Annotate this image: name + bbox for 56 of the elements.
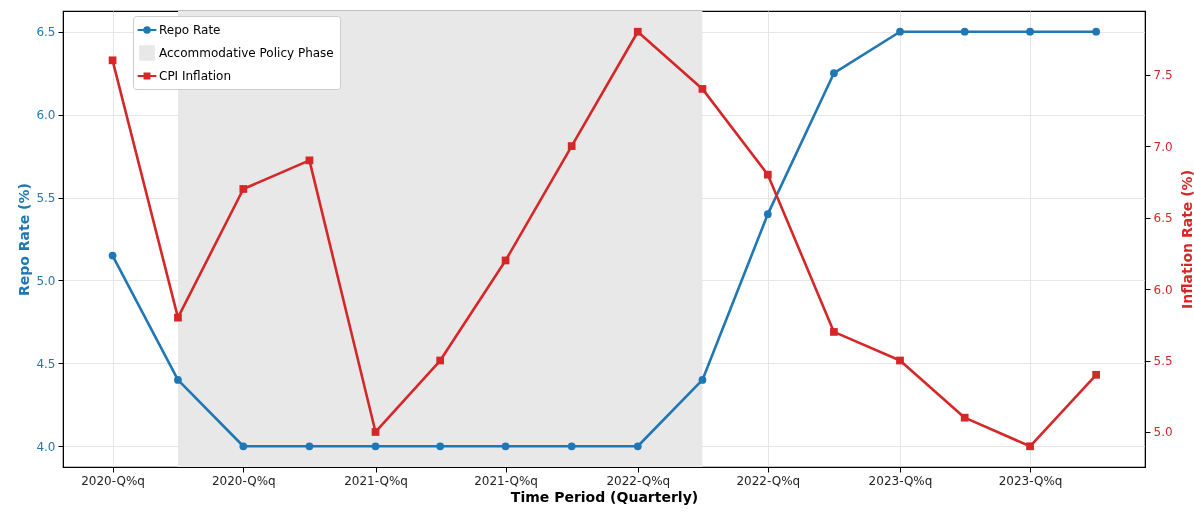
- x-tick-label: 2022-Q%q: [736, 473, 801, 488]
- x-tick-label: 2023-Q%q: [998, 473, 1063, 488]
- point: [896, 356, 904, 365]
- y2-tick-label: 7.5: [1153, 68, 1173, 83]
- point: [174, 313, 182, 322]
- point: [108, 56, 117, 65]
- point: [108, 251, 117, 260]
- point: [1026, 27, 1034, 36]
- y2-tick-label: 5.0: [1153, 425, 1173, 440]
- point: [830, 69, 838, 78]
- y2-tick-label: 7.0: [1153, 139, 1173, 154]
- point: [830, 328, 838, 336]
- x-tick-label: 2022-Q%q: [606, 473, 671, 488]
- point: [436, 356, 445, 365]
- y-tick-label: 5.5: [36, 191, 56, 206]
- band-label: Accommodative Policy Phase: [159, 46, 334, 60]
- point: [305, 442, 314, 451]
- point: [960, 413, 969, 422]
- point: [239, 442, 248, 451]
- x-tick-label: 2020-Q%q: [211, 473, 276, 488]
- point: [174, 376, 182, 384]
- y-tick-label: 6.5: [36, 25, 56, 40]
- legend-label: Repo Rate: [159, 23, 221, 37]
- point: [960, 27, 969, 36]
- x-tick-label: 2021-Q%q: [344, 473, 408, 488]
- point: [501, 442, 510, 451]
- y2-tick-label: 6.0: [1153, 282, 1173, 297]
- point: [1092, 27, 1101, 36]
- point: [896, 27, 904, 36]
- y-tick-label: 4.5: [36, 356, 56, 371]
- y-tick-label: 4.0: [36, 439, 56, 454]
- point: [698, 376, 707, 384]
- y2-axis-title: Inflation Rate (%): [1178, 169, 1194, 310]
- x-axis-title: Time Period (Quarterly): [510, 488, 699, 505]
- point: [239, 185, 248, 193]
- x-tick-label: 2023-Q%q: [868, 473, 933, 488]
- y-tick-label: 5.0: [36, 273, 56, 288]
- y2-tick-label: 5.5: [1153, 354, 1173, 368]
- point: [1092, 370, 1101, 379]
- x-tick-label: 2021-Q%q: [474, 473, 538, 488]
- point: [698, 85, 707, 93]
- point: [371, 428, 380, 436]
- x-tick-label: 2020-Q%q: [81, 473, 145, 488]
- legend-label: CPI Inflation: [159, 69, 232, 83]
- point: [633, 27, 642, 36]
- point: [633, 442, 642, 451]
- point: [567, 142, 576, 150]
- point: [567, 442, 576, 451]
- point: [763, 210, 772, 218]
- y-axis-title: Repo Rate (%): [16, 183, 33, 296]
- point: [1026, 442, 1034, 451]
- point: [763, 170, 772, 179]
- y-tick-label: 6.0: [36, 108, 56, 123]
- point: [371, 442, 380, 451]
- y2-tick-label: 6.5: [1153, 211, 1173, 226]
- point: [436, 442, 445, 451]
